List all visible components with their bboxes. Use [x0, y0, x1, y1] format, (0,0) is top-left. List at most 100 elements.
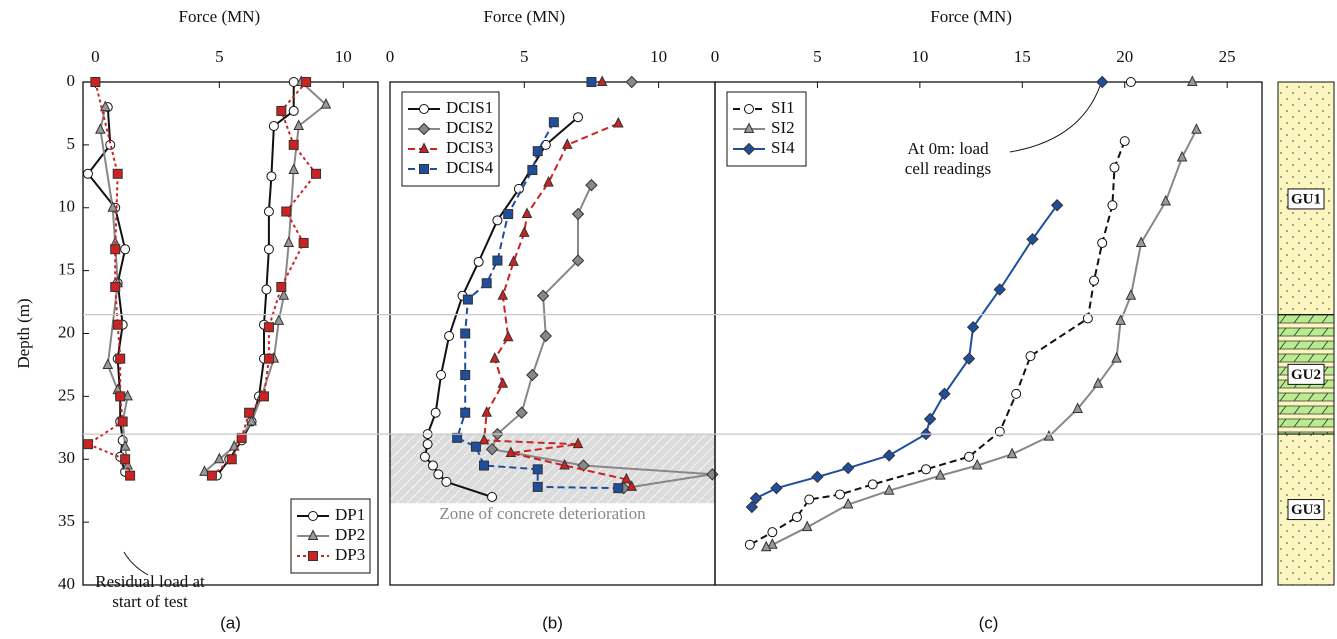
y-axis-title: Depth (m)	[14, 298, 33, 368]
marker	[1092, 377, 1104, 388]
marker	[532, 146, 543, 157]
series-line	[749, 140, 1126, 546]
marker	[497, 289, 509, 300]
marker	[811, 470, 824, 484]
marker	[503, 209, 514, 220]
marker	[452, 432, 463, 443]
marker	[485, 442, 499, 456]
marker	[236, 432, 247, 443]
marker	[1115, 314, 1126, 325]
zone-label: Zone of concrete deterioration	[439, 504, 646, 523]
marker	[293, 119, 304, 131]
marker	[307, 529, 319, 540]
marker	[206, 470, 217, 481]
marker	[320, 98, 332, 109]
marker	[497, 377, 509, 388]
marker	[110, 281, 121, 292]
marker	[513, 183, 524, 194]
unit-label-box	[1287, 363, 1325, 385]
marker	[527, 165, 538, 176]
marker	[298, 237, 309, 248]
marker	[301, 77, 312, 87]
marker	[427, 460, 438, 471]
marker	[308, 551, 318, 561]
marker	[770, 481, 783, 495]
annotation: cell readings	[905, 159, 991, 178]
marker	[1026, 232, 1039, 246]
marker	[470, 441, 481, 452]
x-tick-label: 15	[1014, 47, 1031, 66]
x-tick-label: 0	[91, 47, 100, 66]
unit-label: GU3	[1291, 502, 1321, 518]
legend-label: DP1	[335, 505, 365, 524]
x-tick-label: 10	[335, 47, 352, 66]
marker	[572, 437, 584, 449]
marker	[433, 469, 444, 480]
marker	[226, 454, 237, 465]
marker	[276, 281, 287, 292]
x-tick-label: 10	[650, 47, 667, 66]
marker	[95, 123, 106, 134]
marker	[921, 464, 932, 475]
marker	[938, 387, 951, 401]
marker	[882, 449, 896, 462]
marker	[278, 289, 290, 300]
marker	[1097, 237, 1108, 248]
marker	[481, 278, 492, 289]
marker	[962, 352, 976, 365]
marker	[107, 201, 119, 212]
y-tick-label: 35	[58, 511, 75, 530]
marker	[532, 464, 543, 475]
marker	[489, 352, 501, 363]
y-tick-label: 30	[58, 448, 75, 467]
marker	[246, 414, 257, 426]
marker	[543, 175, 554, 187]
marker	[273, 314, 285, 325]
marker	[1006, 447, 1018, 459]
leader-line	[123, 551, 149, 576]
marker	[571, 254, 585, 267]
marker	[119, 440, 131, 451]
marker	[258, 391, 269, 402]
marker	[760, 540, 772, 552]
y-tick-label: 40	[58, 574, 75, 593]
marker	[1160, 194, 1172, 206]
marker	[120, 454, 131, 465]
marker	[1109, 162, 1120, 173]
marker	[288, 163, 300, 175]
marker	[276, 105, 287, 116]
marker	[288, 139, 299, 150]
marker	[744, 104, 754, 114]
legend-box	[401, 91, 500, 187]
marker	[418, 142, 430, 153]
x-tick-label: 0	[386, 47, 395, 66]
x-axis-title: Force (MN)	[483, 7, 565, 26]
marker	[102, 358, 114, 369]
marker	[502, 330, 514, 342]
marker	[473, 256, 484, 267]
marker	[441, 476, 452, 487]
marker	[842, 497, 854, 509]
marker	[487, 491, 498, 502]
marker	[883, 484, 895, 495]
marker	[268, 121, 279, 132]
marker	[526, 368, 539, 382]
marker	[1043, 429, 1055, 441]
marker	[505, 446, 517, 457]
marker	[521, 207, 533, 219]
marker	[745, 500, 759, 514]
y-tick-label: 25	[58, 385, 75, 404]
marker	[613, 483, 624, 494]
annotation: Residual load at	[95, 572, 205, 591]
annotation: At 0m: load	[907, 139, 989, 158]
unit-label: GU1	[1291, 191, 1321, 207]
marker	[612, 116, 624, 128]
marker	[263, 353, 274, 364]
marker	[1107, 200, 1118, 211]
marker	[1095, 75, 1109, 89]
x-tick-label: 25	[1219, 47, 1236, 66]
marker	[801, 520, 813, 532]
marker	[749, 492, 763, 505]
legend-label: DP3	[335, 545, 365, 564]
legend-label: SI2	[771, 118, 795, 137]
